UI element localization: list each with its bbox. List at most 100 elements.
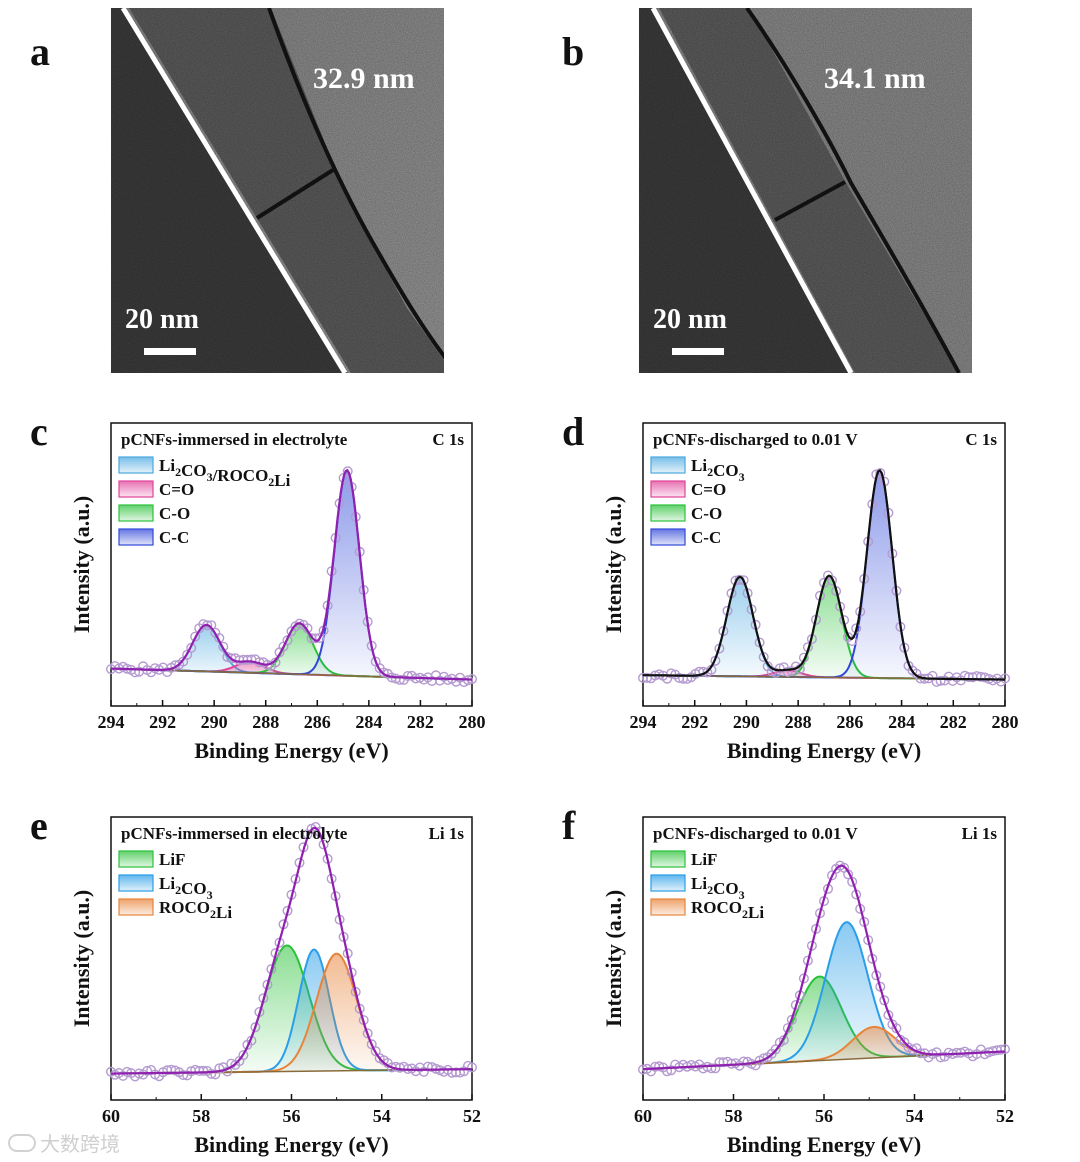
x-tick-label: 284 — [355, 712, 382, 732]
data-point — [206, 1068, 217, 1079]
panel-label-c: c — [30, 409, 48, 454]
x-tick-label: 60 — [634, 1106, 652, 1126]
tem-measurement-a: 32.9 nm — [313, 62, 415, 95]
x-tick-label: 290 — [733, 712, 760, 732]
data-point — [121, 1066, 132, 1077]
tem-scale-label-a: 20 nm — [125, 304, 199, 335]
x-tick-label: 286 — [836, 712, 863, 732]
x-tick-label: 286 — [304, 712, 331, 732]
tem-scale-bar-a — [144, 348, 196, 355]
x-tick-label: 54 — [373, 1106, 391, 1126]
x-tick-label: 280 — [459, 712, 486, 732]
data-point — [935, 675, 946, 686]
xps-panel-c: 294 292 290 288 286 284 282 280 Binding Energy (… — [69, 422, 486, 763]
chart-title: pCNFs-discharged to 0.01 V — [653, 824, 858, 843]
x-tick-label: 284 — [888, 712, 915, 732]
x-axis-label: Binding Energy (eV) — [727, 1132, 921, 1157]
legend-swatch-Li2CO3 — [118, 874, 154, 892]
data-point — [318, 839, 329, 850]
data-point — [827, 575, 838, 586]
chart-title: pCNFs-discharged to 0.01 V — [653, 430, 858, 449]
x-tick-label: 58 — [725, 1106, 743, 1126]
data-point — [178, 1070, 189, 1081]
x-tick-label: 282 — [407, 712, 434, 732]
legend-label-LiF: LiF — [159, 850, 185, 869]
data-point — [996, 1044, 1007, 1055]
peak-fill-Li2CO3 — [643, 576, 1005, 680]
x-axis-label: Binding Energy (eV) — [194, 1132, 388, 1157]
x-tick-label: 294 — [98, 712, 125, 732]
tem-image-b: 34.1 nm 20 nm — [639, 8, 972, 373]
x-tick-label: 56 — [283, 1106, 301, 1126]
legend-label-Li2CO3: Li2CO3 — [691, 874, 745, 902]
peak-fill-Li2CO3 — [111, 949, 472, 1074]
x-tick-label: 58 — [192, 1106, 210, 1126]
legend-swatch-ROCO2Li — [650, 898, 686, 916]
legend-label-C-C: C-C — [159, 528, 189, 547]
legend-swatch-C-O — [118, 504, 154, 522]
legend-label-C=O: C=O — [159, 480, 194, 499]
chart-region: C 1s — [432, 430, 464, 449]
envelope-d — [643, 468, 1005, 681]
watermark-logo-icon — [8, 1133, 36, 1152]
x-tick-label: 288 — [785, 712, 812, 732]
legend-swatch-C=O — [650, 480, 686, 498]
tem-image-a: 32.9 nm 20 nm — [111, 8, 444, 373]
data-point — [218, 641, 229, 652]
watermark-text: 大数跨境 — [40, 1132, 120, 1156]
y-axis-label: Intensity (a.u.) — [69, 890, 94, 1028]
data-point — [1000, 1044, 1011, 1055]
legend-label-ROCO2Li: ROCO2Li — [691, 898, 764, 922]
panel-label-b: b — [562, 29, 585, 74]
legend-swatch-Li2CO3 — [650, 874, 686, 892]
panel-label-f: f — [562, 803, 576, 848]
data-point — [738, 575, 749, 586]
tem-scale-label-b: 20 nm — [653, 304, 727, 335]
x-tick-label: 292 — [149, 712, 176, 732]
x-tick-label: 60 — [102, 1106, 120, 1126]
data-point — [879, 995, 890, 1006]
data-point — [130, 667, 141, 678]
data-point — [394, 674, 405, 685]
xps-panel-f: 60 58 56 54 52 Binding Energy (eV) Intensity (… — [601, 816, 1014, 1157]
legend-label-ROCO2Li: ROCO2Li — [159, 898, 232, 922]
x-axis-label: Binding Energy (eV) — [727, 738, 921, 763]
legend-swatch-Li2CO3 — [650, 456, 686, 474]
data-point — [238, 1050, 249, 1061]
data-point — [706, 1063, 717, 1074]
envelope-c — [110, 468, 473, 681]
peak-fill-Li2CO3/ROCO2Li — [111, 625, 472, 680]
legend-label-Li2CO3/ROCO2Li: Li2CO3/ROCO2Li — [159, 456, 291, 490]
y-axis-label: Intensity (a.u.) — [601, 496, 626, 634]
data-point — [666, 668, 677, 679]
watermark: 大数跨境 — [8, 1128, 120, 1157]
legend-swatch-C-C — [118, 528, 154, 546]
x-tick-label: 52 — [996, 1106, 1014, 1126]
data-point — [342, 466, 353, 477]
envelope-e — [111, 826, 472, 1075]
legend-swatch-ROCO2Li — [118, 898, 154, 916]
data-point — [782, 666, 793, 677]
xps-panel-d: 294 292 290 288 286 284 282 280 Binding Energy (… — [601, 422, 1019, 763]
legend-label-LiF: LiF — [691, 850, 717, 869]
x-tick-label: 52 — [463, 1106, 481, 1126]
legend-swatch-C-C — [650, 528, 686, 546]
legend-swatch-LiF — [118, 850, 154, 868]
legend-label-Li2CO3: Li2CO3 — [159, 874, 213, 902]
tem-scale-bar-b — [672, 348, 724, 355]
data-point — [782, 1023, 793, 1034]
y-axis-label: Intensity (a.u.) — [69, 496, 94, 634]
chart-region: Li 1s — [429, 824, 465, 843]
x-tick-label: 280 — [992, 712, 1019, 732]
peak-fill-C-O — [643, 575, 1005, 680]
legend-label-Li2CO3: Li2CO3 — [691, 456, 745, 484]
x-tick-label: 54 — [906, 1106, 924, 1126]
legend-label-C=O: C=O — [691, 480, 726, 499]
data-point — [875, 468, 886, 479]
data-point — [467, 1062, 478, 1073]
x-tick-label: 294 — [630, 712, 657, 732]
legend-label-C-O: C-O — [159, 504, 190, 523]
chart-region: C 1s — [965, 430, 997, 449]
xps-panel-e: 60 58 56 54 52 Binding Energy (eV) Intensity (… — [69, 816, 481, 1157]
x-axis-label: Binding Energy (eV) — [194, 738, 388, 763]
